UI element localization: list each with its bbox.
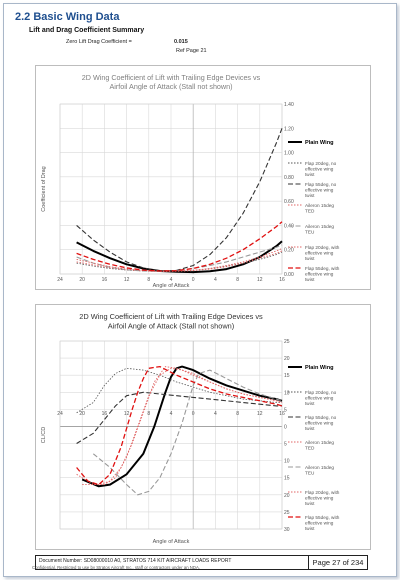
drag-coefficient-chart: 2D Wing Coefficient of Lift with Trailin… xyxy=(35,65,371,290)
x-tick-label: 12 xyxy=(124,411,130,417)
y-tick-label: 0 xyxy=(284,424,287,430)
x-tick-label: 12 xyxy=(257,411,263,417)
legend-label: Flap 20deg, with effective wing twist xyxy=(305,245,340,261)
series-line xyxy=(76,221,283,272)
y-tick-label: 20 xyxy=(284,493,290,499)
y-tick-label: 20 xyxy=(284,356,290,362)
y-tick-label: 1.20 xyxy=(284,126,294,132)
x-tick-label: 4 xyxy=(170,277,173,283)
x-tick-label: 20 xyxy=(79,277,85,283)
lift-drag-ratio-chart: 2D Wing Coefficient of Lift with Trailin… xyxy=(35,304,371,550)
series-line xyxy=(76,128,283,272)
x-tick-label: 8 xyxy=(236,277,239,283)
x-tick-label: 12 xyxy=(257,277,263,283)
y-tick-label: 30 xyxy=(284,527,290,533)
x-tick-label: 4 xyxy=(170,411,173,417)
x-tick-label: 12 xyxy=(124,277,130,283)
y-axis-label: CL/CD xyxy=(41,427,47,444)
legend-label: Flap 55deg, no effective wing twist xyxy=(305,415,337,431)
x-tick-label: 16 xyxy=(102,411,108,417)
section-subtitle: Lift and Drag Coefficient Summary xyxy=(29,27,145,34)
document-page: 2.2 Basic Wing Data Lift and Drag Coeffi… xyxy=(3,3,397,577)
x-tick-label: 4 xyxy=(214,277,217,283)
y-tick-label: 0.80 xyxy=(284,175,294,181)
y-tick-label: 10 xyxy=(284,390,290,396)
y-tick-label: 0.60 xyxy=(284,199,294,205)
zero-lift-drag-label: Zero Lift Drag Coefficient = xyxy=(66,39,132,45)
x-tick-label: 8 xyxy=(147,277,150,283)
y-tick-label: 5 xyxy=(284,442,287,448)
legend-label: Plain Wing xyxy=(305,365,334,371)
page-number: Page 27 of 234 xyxy=(308,556,367,569)
x-tick-label: 8 xyxy=(147,411,150,417)
legend-label: Aileron 15deg TEU xyxy=(305,465,334,476)
x-tick-label: 16 xyxy=(279,277,285,283)
y-axis-label: Coefficient of Drag xyxy=(41,166,47,211)
y-tick-label: 0.00 xyxy=(284,272,294,278)
chart-title: 2D Wing Coefficient of Lift with Trailin… xyxy=(79,312,263,330)
y-tick-label: 1.00 xyxy=(284,151,294,157)
lift-drag-ratio-chart-svg: 2D Wing Coefficient of Lift with Trailin… xyxy=(41,312,340,545)
section-title: 2.2 Basic Wing Data xyxy=(15,11,120,23)
legend-label: Aileron 15deg TEU xyxy=(305,224,334,235)
x-axis-label: Angle of Attack xyxy=(153,283,190,289)
x-tick-label: 4 xyxy=(214,411,217,417)
chart-title: 2D Wing Coefficient of Lift with Trailin… xyxy=(82,73,261,91)
y-tick-label: 25 xyxy=(284,339,290,345)
legend-label: Flap 20deg, with effective wing twist xyxy=(305,490,340,506)
x-tick-label: 0 xyxy=(192,277,195,283)
series-line xyxy=(76,367,282,414)
y-tick-label: 5 xyxy=(284,407,287,413)
drag-coefficient-chart-svg: 2D Wing Coefficient of Lift with Trailin… xyxy=(41,73,340,289)
y-tick-label: 25 xyxy=(284,510,290,516)
legend-label: Plain Wing xyxy=(305,140,334,146)
document-number: Document Number: SD08000010 A0, STRATOS … xyxy=(39,558,232,564)
series-line xyxy=(76,365,283,486)
legend-label: Flap 20deg, no effective wing twist xyxy=(305,161,337,177)
confidential-notice: Confidential. Restricted to use by Strat… xyxy=(32,565,201,570)
legend-label: Flap 20deg, no effective wing twist xyxy=(305,390,337,406)
x-axis-label: Angle of Attack xyxy=(153,539,190,545)
reference-page: Ref Page 21 xyxy=(176,48,207,54)
series-line xyxy=(92,369,283,496)
y-tick-label: 1.40 xyxy=(284,102,294,108)
series-line xyxy=(81,365,283,488)
x-tick-label: 8 xyxy=(236,411,239,417)
zero-lift-drag-value: 0.015 xyxy=(174,39,188,45)
legend-label: Aileron 15deg TED xyxy=(305,203,334,214)
legend-label: Flap 55deg, with effective wing twist xyxy=(305,515,340,531)
legend-label: Flap 55deg, with effective wing twist xyxy=(305,266,340,282)
x-tick-label: 24 xyxy=(57,277,63,283)
x-tick-label: 20 xyxy=(79,411,85,417)
y-tick-label: 15 xyxy=(284,373,290,379)
legend-label: Aileron 15deg TED xyxy=(305,440,334,451)
page-footer: Document Number: SD08000010 A0, STRATOS … xyxy=(35,555,368,570)
y-tick-label: 15 xyxy=(284,476,290,482)
x-tick-label: 16 xyxy=(102,277,108,283)
series-line xyxy=(76,391,282,444)
series-line xyxy=(76,367,283,486)
plot-area xyxy=(59,340,283,530)
series-line xyxy=(76,244,283,272)
series-line xyxy=(76,240,283,274)
plot-area xyxy=(59,103,283,275)
y-tick-label: 0.20 xyxy=(284,248,294,254)
series-line xyxy=(76,248,283,272)
series-line xyxy=(82,366,283,486)
legend-label: Flap 55deg, no effective wing twist xyxy=(305,182,337,198)
y-tick-label: 10 xyxy=(284,459,290,465)
